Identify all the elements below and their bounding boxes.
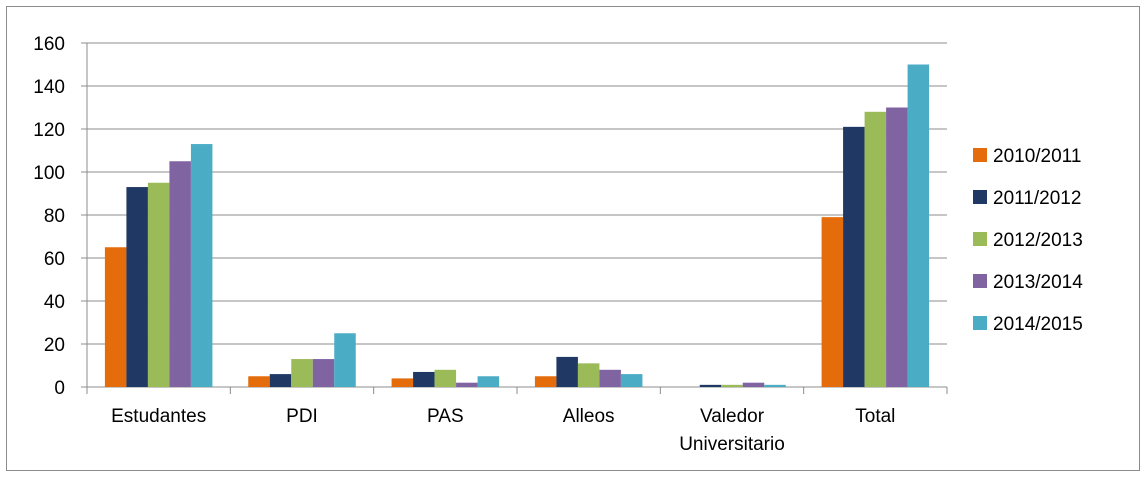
- x-tick-label: Universitario: [679, 434, 785, 455]
- bar: [577, 363, 600, 387]
- legend-swatch: [973, 232, 987, 246]
- x-tick-label: Valedor: [700, 406, 765, 427]
- bar: [843, 126, 865, 387]
- y-tick-label: 80: [44, 206, 65, 227]
- bar: [764, 384, 786, 387]
- y-tick-label: 0: [54, 378, 65, 399]
- bar: [864, 111, 887, 388]
- bar: [556, 356, 578, 387]
- legend-swatch: [973, 274, 987, 288]
- bar: [534, 376, 557, 387]
- y-tick-label: 100: [33, 163, 65, 184]
- bar: [334, 333, 356, 387]
- bar: [391, 378, 414, 387]
- bar: [169, 161, 191, 387]
- y-tick-label: 40: [44, 292, 65, 313]
- bar: [721, 384, 743, 387]
- legend-label: 2012/2013: [993, 230, 1083, 251]
- bar: [434, 369, 457, 387]
- bar: [248, 376, 270, 387]
- bar: [742, 382, 765, 387]
- bar: [821, 217, 844, 387]
- bar: [291, 359, 313, 387]
- bar: [907, 64, 930, 387]
- legend-label: 2011/2012: [993, 188, 1081, 209]
- bar: [126, 187, 148, 387]
- y-tick-label: 140: [33, 77, 65, 98]
- x-tick-label: Alleos: [563, 406, 615, 427]
- x-tick-label: Estudantes: [111, 406, 206, 427]
- bar: [477, 376, 500, 387]
- legend-swatch: [973, 316, 987, 330]
- bar: [699, 384, 722, 387]
- y-tick-label: 120: [33, 120, 65, 141]
- bar: [104, 247, 127, 387]
- bar: [456, 382, 478, 387]
- legend-label: 2014/2015: [993, 314, 1083, 335]
- bar: [312, 359, 335, 387]
- bar: [190, 144, 213, 387]
- x-tick-label: Total: [855, 406, 895, 427]
- x-tick-label: PAS: [427, 406, 464, 427]
- y-tick-label: 160: [33, 34, 65, 55]
- bar: [886, 107, 908, 387]
- legend-swatch: [973, 148, 987, 162]
- bar: [269, 374, 292, 387]
- bar: [620, 374, 643, 387]
- bar: [413, 371, 435, 387]
- legend-label: 2013/2014: [993, 272, 1083, 293]
- legend-swatch: [973, 190, 987, 204]
- bar: [599, 369, 621, 387]
- bar: [147, 182, 170, 387]
- y-tick-label: 20: [44, 335, 65, 356]
- legend-label: 2010/2011: [993, 146, 1081, 167]
- x-tick-label: PDI: [286, 406, 318, 427]
- y-tick-label: 60: [44, 249, 65, 270]
